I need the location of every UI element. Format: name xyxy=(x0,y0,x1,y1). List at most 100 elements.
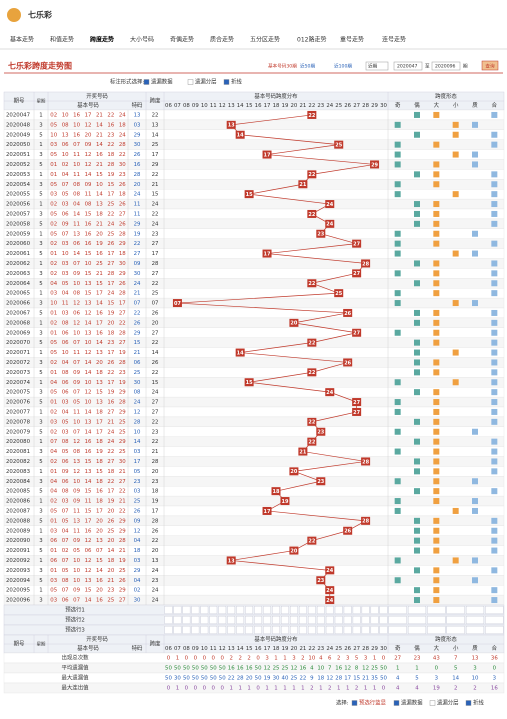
preselect-cell[interactable] xyxy=(218,626,227,634)
preselect-cell[interactable] xyxy=(325,616,334,624)
preselect-cell[interactable] xyxy=(465,606,485,614)
preselect-cell[interactable] xyxy=(227,606,236,614)
preselect-cell[interactable] xyxy=(254,616,262,624)
preselect-cell[interactable] xyxy=(388,606,407,614)
preselect-cell[interactable] xyxy=(407,616,427,624)
preselect-cell[interactable] xyxy=(379,616,388,624)
preselect-cell[interactable] xyxy=(209,616,218,624)
preselect-cell[interactable] xyxy=(245,606,253,614)
preselect-cell[interactable] xyxy=(299,616,307,624)
preselect-cell[interactable] xyxy=(325,626,334,634)
preselect-cell[interactable] xyxy=(272,626,280,634)
nav-tab[interactable]: 跨度走势 xyxy=(90,36,114,44)
preselect-cell[interactable] xyxy=(290,616,298,624)
select-box[interactable] xyxy=(365,61,389,71)
preselect-cell[interactable] xyxy=(200,626,209,634)
preselect-cell[interactable] xyxy=(254,606,262,614)
nav-tab[interactable]: 和值走势 xyxy=(50,36,74,44)
preselect-cell[interactable] xyxy=(334,616,343,624)
preselect-cell[interactable] xyxy=(446,616,465,624)
preselect-cell[interactable] xyxy=(485,606,504,614)
preselect-cell[interactable] xyxy=(352,616,361,624)
option-checkbox[interactable] xyxy=(187,79,194,85)
nav-tab[interactable]: 连号走势 xyxy=(382,36,406,44)
query-button[interactable] xyxy=(481,60,499,71)
preselect-cell[interactable] xyxy=(388,626,407,634)
query-text[interactable]: 查询 xyxy=(485,63,495,70)
option-checkbox[interactable] xyxy=(143,79,150,85)
preselect-cell[interactable] xyxy=(343,606,352,614)
from-input[interactable] xyxy=(393,61,423,71)
period-link[interactable]: 基本号码30期 xyxy=(268,63,297,70)
preselect-cell[interactable] xyxy=(308,626,316,634)
preselect-cell[interactable] xyxy=(254,626,262,634)
nav-tab[interactable]: 五分区走势 xyxy=(250,36,280,44)
preselect-cell[interactable] xyxy=(290,606,298,614)
nav-tab[interactable]: 大小号码 xyxy=(130,36,154,44)
preselect-cell[interactable] xyxy=(325,606,334,614)
preselect-cell[interactable] xyxy=(182,616,191,624)
preselect-cell[interactable] xyxy=(352,606,361,614)
footer-checkbox[interactable] xyxy=(465,700,472,706)
preselect-cell[interactable] xyxy=(245,626,253,634)
preselect-cell[interactable] xyxy=(227,626,236,634)
footer-option[interactable]: 折线 xyxy=(473,699,484,707)
preselect-cell[interactable] xyxy=(173,616,182,624)
preselect-cell[interactable] xyxy=(343,626,352,634)
preselect-cell[interactable] xyxy=(191,606,200,614)
preselect-cell[interactable] xyxy=(316,626,325,634)
preselect-cell[interactable] xyxy=(334,626,343,634)
preselect-cell[interactable] xyxy=(191,616,200,624)
preselect-cell[interactable] xyxy=(236,626,244,634)
preselect-cell[interactable] xyxy=(370,626,379,634)
preselect-cell[interactable] xyxy=(316,616,325,624)
preselect-cell[interactable] xyxy=(446,626,465,634)
preselect-cell[interactable] xyxy=(281,626,289,634)
preselect-cell[interactable] xyxy=(218,606,227,614)
select-text[interactable]: 近期 xyxy=(368,63,378,70)
preselect-cell[interactable] xyxy=(245,616,253,624)
option-label[interactable]: 折线 xyxy=(231,78,242,86)
preselect-cell[interactable] xyxy=(227,616,236,624)
preselect-cell[interactable] xyxy=(379,606,388,614)
footer-checkbox[interactable] xyxy=(393,700,400,706)
nav-tab[interactable]: 012路走势 xyxy=(297,36,326,44)
nav-tab[interactable]: 质合走势 xyxy=(210,36,234,44)
preselect-cell[interactable] xyxy=(182,606,191,614)
preselect-cell[interactable] xyxy=(236,616,244,624)
preselect-cell[interactable] xyxy=(263,616,271,624)
preselect-cell[interactable] xyxy=(370,616,379,624)
preselect-cell[interactable] xyxy=(308,606,316,614)
preselect-cell[interactable] xyxy=(343,616,352,624)
preselect-cell[interactable] xyxy=(316,606,325,614)
nav-tab[interactable]: 奇偶走势 xyxy=(170,36,194,44)
preselect-cell[interactable] xyxy=(427,606,446,614)
preselect-cell[interactable] xyxy=(407,626,427,634)
preselect-cell[interactable] xyxy=(263,626,271,634)
preselect-cell[interactable] xyxy=(281,606,289,614)
preselect-cell[interactable] xyxy=(281,616,289,624)
preselect-cell[interactable] xyxy=(200,606,209,614)
preselect-cell[interactable] xyxy=(173,606,182,614)
period-link[interactable]: 近100期 xyxy=(334,63,352,70)
preselect-cell[interactable] xyxy=(361,616,370,624)
to-input[interactable] xyxy=(431,61,461,71)
option-checkbox[interactable] xyxy=(223,79,230,85)
preselect-cell[interactable] xyxy=(164,626,173,634)
footer-option[interactable]: 遗漏分层 xyxy=(437,699,459,707)
preselect-cell[interactable] xyxy=(370,606,379,614)
nav-tab[interactable]: 基本走势 xyxy=(10,36,34,44)
preselect-cell[interactable] xyxy=(465,616,485,624)
period-link[interactable]: 近50期 xyxy=(300,63,315,70)
preselect-cell[interactable] xyxy=(361,626,370,634)
option-label[interactable]: 遗漏数据 xyxy=(151,78,173,86)
preselect-cell[interactable] xyxy=(407,606,427,614)
preselect-cell[interactable] xyxy=(465,626,485,634)
option-label[interactable]: 遗漏分层 xyxy=(195,78,217,86)
preselect-cell[interactable] xyxy=(485,626,504,634)
preselect-cell[interactable] xyxy=(352,626,361,634)
preselect-cell[interactable] xyxy=(308,616,316,624)
preselect-cell[interactable] xyxy=(191,626,200,634)
preselect-cell[interactable] xyxy=(379,626,388,634)
preselect-cell[interactable] xyxy=(164,606,173,614)
